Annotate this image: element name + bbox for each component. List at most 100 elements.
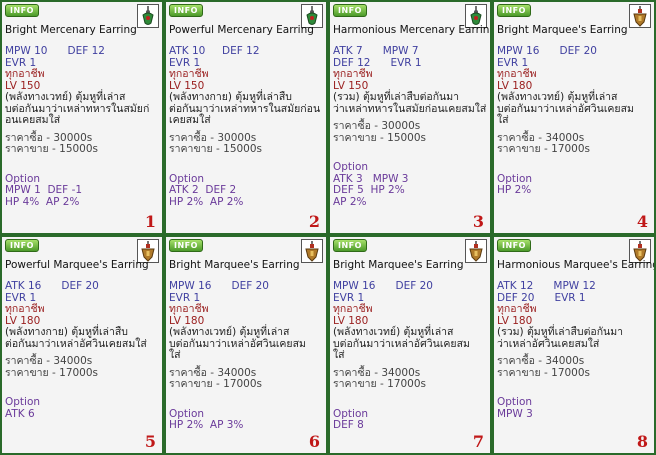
item-description-line: บต่อกันมาว่าเหล่าอัศวินเคยสม [333, 337, 470, 350]
option-line: ATK 2 DEF 2 [169, 184, 237, 196]
buy-price: ราคาซื้อ - 30000s [5, 131, 93, 144]
option-label: Option [497, 396, 533, 408]
item-level: LV 180 [333, 314, 369, 327]
item-class: ทุกอาชีพ [333, 68, 373, 80]
card-number: 5 [144, 431, 156, 451]
stat-line: EVR 1 [169, 56, 201, 69]
item-level: LV 150 [5, 79, 41, 92]
gold-earring-icon [137, 239, 159, 263]
item-description-line: ว่าเหล่าทหารในสมัยก่อนเคยสมใส่ [333, 102, 487, 115]
green-earring-icon [465, 4, 487, 28]
stat-line: EVR 1 [333, 291, 365, 304]
item-title: Bright Marquee's Earring [497, 24, 628, 36]
option-line: ATK 6 [5, 407, 35, 420]
item-description-line: (พลังทางเวทย์) ตุ้มหูที่เล่าส [169, 326, 290, 338]
stat-line: ATK 16 DEF 20 [5, 280, 99, 292]
item-level: LV 180 [497, 79, 533, 92]
option-line: ATK 3 MPW 3 [333, 172, 409, 185]
option-label: Option [5, 172, 41, 185]
item-stats: MPW 16 DEF 20 EVR 1 ทุกอาชีพ LV 180 (พลังทาง… [333, 280, 470, 432]
info-badge: INFO [333, 4, 367, 17]
gold-earring-icon [465, 239, 487, 263]
option-label: Option [333, 161, 369, 173]
item-info-card: INFO Bright Marquee's Earring MPW 16 DEF 2… [164, 235, 328, 455]
info-badge: INFO [169, 239, 203, 252]
item-description-line: อนเคยสมใส่ [5, 114, 61, 126]
green-earring-icon [137, 4, 159, 28]
item-description-line: (พลังทางกาย) ตุ้มหูที่เล่าสืบ [5, 326, 128, 338]
sell-price: ราคาขาย - 15000s [333, 131, 427, 144]
option-label: Option [333, 407, 369, 420]
stat-line: ATK 10 DEF 12 [169, 45, 260, 57]
info-badge: INFO [169, 4, 203, 17]
option-line: AP 2% [333, 195, 367, 208]
sell-price: ราคาขาย - 15000s [5, 143, 99, 155]
item-description-line: (พลังทางเวทย์) ตุ้มหูที่เล่าส [5, 91, 126, 103]
sell-price: ราคาขาย - 15000s [169, 143, 263, 155]
item-level: LV 180 [169, 314, 205, 327]
buy-price: ราคาซื้อ - 34000s [497, 355, 585, 367]
stat-line: EVR 1 [5, 291, 37, 304]
item-title: Powerful Marquee's Earring [5, 259, 149, 271]
item-title: Bright Marquee's Earring [169, 259, 300, 271]
item-description-line: เคยสมใส่ [169, 114, 211, 126]
item-description-line: ต่อกันมาว่าเหล่าทหารในสมัยก่อน [169, 102, 321, 115]
info-badge: INFO [5, 4, 39, 17]
sell-price: ราคาขาย - 17000s [497, 366, 591, 379]
item-description-line: ใส่ [169, 349, 181, 361]
item-stats: MPW 10 DEF 12 EVR 1 ทุกอาชีพ LV 150 (พลังทาง… [5, 45, 149, 208]
card-number: 6 [308, 431, 320, 451]
item-description-line: ว่าเหล่าอัศวินเคยสมใส่ [497, 337, 600, 350]
sell-price: ราคาขาย - 17000s [497, 143, 591, 155]
item-description-line: ใส่ [333, 349, 345, 361]
option-line: HP 2% AP 3% [169, 419, 244, 431]
green-earring-icon [301, 4, 323, 28]
buy-price: ราคาซื้อ - 34000s [497, 131, 585, 144]
stat-line: EVR 1 [5, 56, 37, 69]
item-class: ทุกอาชีพ [497, 68, 537, 80]
item-level: LV 150 [169, 79, 205, 92]
info-badge: INFO [333, 239, 367, 252]
item-description-line: ใส่ [497, 114, 509, 126]
item-title: Powerful Mercenary Earring [169, 24, 314, 36]
buy-price: ราคาซื้อ - 34000s [333, 366, 421, 379]
item-stats: ATK 7 MPW 7 DEF 12 EVR 1 ทุกอาชีพ LV 150 (รว… [333, 45, 487, 208]
item-info-card: INFO Harmonious Mercenary Earring ATK 7 MP… [328, 0, 492, 235]
item-info-card: INFO Bright Mercenary Earring MPW 10 DEF 1… [0, 0, 164, 235]
item-description-line: (พลังทางเวทย์) ตุ้มหูที่เล่าส [497, 91, 618, 103]
option-line: HP 2% AP 2% [169, 195, 244, 208]
buy-price: ราคาซื้อ - 30000s [333, 120, 421, 132]
option-line: MPW 3 [497, 407, 533, 420]
sell-price: ราคาขาย - 17000s [5, 366, 99, 379]
option-line: DEF 5 HP 2% [333, 184, 405, 196]
item-stats: MPW 16 DEF 20 EVR 1 ทุกอาชีพ LV 180 (พลังทาง… [169, 280, 306, 432]
buy-price: ราคาซื้อ - 34000s [5, 355, 93, 367]
item-description-line: (รวม) ตุ้มหูที่เล่าสืบต่อกันมา [497, 326, 624, 338]
buy-price: ราคาซื้อ - 34000s [169, 366, 257, 379]
gold-earring-icon [301, 239, 323, 263]
card-number: 4 [636, 211, 648, 231]
stat-line: EVR 1 [497, 56, 529, 69]
option-label: Option [169, 407, 205, 420]
item-info-card: INFO Harmonious Marquee's Earring ATK 12 M… [492, 235, 656, 455]
item-level: LV 180 [5, 314, 41, 327]
option-line: DEF 8 [333, 419, 364, 431]
item-class: ทุกอาชีพ [497, 303, 537, 315]
item-class: ทุกอาชีพ [5, 68, 45, 80]
item-class: ทุกอาชีพ [5, 303, 45, 315]
card-number: 3 [472, 211, 484, 231]
option-label: Option [169, 172, 205, 185]
card-number: 8 [636, 431, 648, 451]
item-description-line: บต่อกันมาว่าเหล่าอัศวินเคยสม [169, 337, 306, 350]
item-stats: ATK 12 MPW 12 DEF 20 EVR 1 ทุกอาชีพ LV 180(… [497, 280, 624, 420]
gold-earring-icon [629, 239, 651, 263]
item-class: ทุกอาชีพ [333, 303, 373, 315]
buy-price: ราคาซื้อ - 30000s [169, 131, 257, 144]
item-description-line: ต่อกันมาว่าเหล่าอัศวินเคยสมใส่ [5, 337, 147, 350]
item-info-card: INFO Bright Marquee's Earring MPW 16 DEF 2… [492, 0, 656, 235]
item-description-line: (พลังทางกาย) ตุ้มหูที่เล่าสืบ [169, 91, 292, 103]
info-badge: INFO [5, 239, 39, 252]
info-badge: INFO [497, 4, 531, 17]
item-stats: ATK 16 DEF 20 EVR 1 ทุกอาชีพ LV 180 (พลังทาง… [5, 280, 147, 420]
